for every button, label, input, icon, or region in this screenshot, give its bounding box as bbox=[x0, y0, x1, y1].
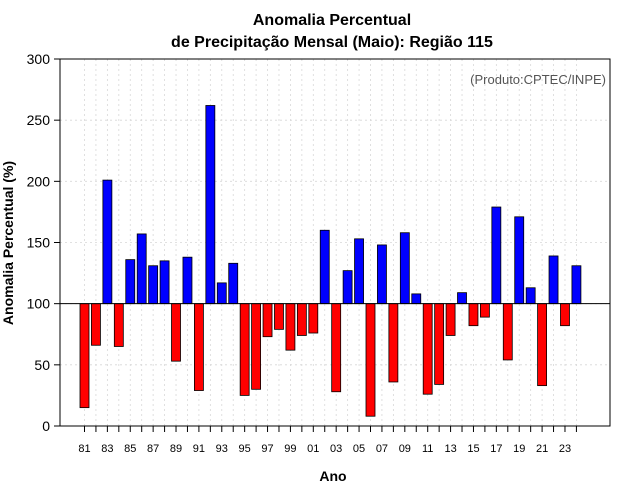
bar-2021 bbox=[537, 303, 547, 387]
chart-title-line1: Anomalia Percentual bbox=[253, 12, 411, 29]
bar-1994 bbox=[228, 262, 239, 305]
bar-2006 bbox=[365, 303, 376, 417]
bar-2000 bbox=[296, 303, 307, 336]
x-axis: 81 83 85 87 89 91 93 95 97 99 01 03 05 07 09 11 13 15 17 19… bbox=[78, 426, 577, 455]
x-tick-label: 01 bbox=[307, 443, 319, 455]
bar-1993 bbox=[216, 282, 227, 305]
bar-1996 bbox=[251, 303, 262, 390]
x-tick-label: 07 bbox=[376, 443, 388, 455]
x-tick-label: 89 bbox=[170, 443, 182, 455]
x-tick-label: 99 bbox=[284, 443, 296, 455]
bar-1992 bbox=[205, 105, 216, 305]
x-axis-label: Ano bbox=[319, 468, 346, 484]
bar-2002 bbox=[319, 229, 330, 305]
bar-1995 bbox=[239, 303, 250, 396]
bar-2017 bbox=[491, 206, 502, 305]
x-tick-label: 95 bbox=[239, 443, 251, 455]
bar-2001 bbox=[308, 303, 319, 334]
bar-1999 bbox=[285, 303, 296, 351]
bar-1983 bbox=[102, 179, 113, 305]
bar-2013 bbox=[445, 303, 456, 336]
y-tick-label: 300 bbox=[27, 51, 51, 67]
x-tick-label: 03 bbox=[330, 443, 342, 455]
x-tick-label: 05 bbox=[353, 443, 365, 455]
bar-2023 bbox=[560, 303, 570, 327]
bar-2024 bbox=[571, 265, 582, 305]
y-tick-label: 0 bbox=[42, 418, 50, 434]
y-tick-label: 200 bbox=[27, 173, 51, 189]
bar-1998 bbox=[274, 303, 284, 330]
x-tick-label: 97 bbox=[261, 443, 273, 455]
bar-1985 bbox=[125, 259, 136, 305]
x-tick-label: 11 bbox=[422, 443, 433, 455]
bar-1981 bbox=[79, 303, 90, 409]
bar-2012 bbox=[434, 303, 445, 385]
bar-2018 bbox=[502, 303, 513, 361]
bar-2022 bbox=[548, 255, 559, 305]
x-tick-label: 85 bbox=[124, 443, 136, 455]
x-tick-label: 17 bbox=[490, 443, 502, 455]
bar-1988 bbox=[159, 260, 170, 305]
bar-1984 bbox=[113, 303, 124, 347]
bar-1991 bbox=[193, 303, 204, 391]
bar-1997 bbox=[262, 303, 273, 338]
chart-title-line2: de Precipitação Mensal (Maio): Região 11… bbox=[171, 34, 493, 51]
bar-2005 bbox=[354, 238, 364, 305]
bars bbox=[79, 105, 582, 417]
bar-2015 bbox=[468, 303, 479, 327]
y-tick-label: 50 bbox=[34, 357, 50, 373]
credit-text: (Produto:CPTEC/INPE) bbox=[470, 72, 606, 87]
bar-1982 bbox=[91, 303, 101, 346]
x-tick-label: 81 bbox=[78, 443, 90, 455]
bar-2019 bbox=[514, 216, 525, 305]
x-tick-label: 13 bbox=[444, 443, 456, 455]
y-tick-label: 150 bbox=[27, 235, 51, 251]
bar-1990 bbox=[182, 256, 193, 305]
bar-2004 bbox=[342, 270, 353, 305]
y-tick-label: 250 bbox=[27, 112, 51, 128]
bar-1987 bbox=[148, 265, 159, 305]
bar-2010 bbox=[411, 293, 422, 305]
bar-2011 bbox=[422, 303, 433, 395]
bar-1986 bbox=[136, 233, 147, 305]
x-tick-label: 93 bbox=[216, 443, 228, 455]
x-tick-label: 83 bbox=[101, 443, 113, 455]
y-axis: 0 50 100 150 200 250 300 bbox=[27, 51, 60, 434]
bar-2003 bbox=[331, 303, 342, 393]
bar-2008 bbox=[388, 303, 399, 383]
bar-2009 bbox=[399, 232, 410, 305]
x-tick-label: 19 bbox=[513, 443, 525, 455]
x-tick-label: 15 bbox=[467, 443, 479, 455]
x-tick-label: 87 bbox=[147, 443, 159, 455]
x-tick-label: 91 bbox=[193, 443, 205, 455]
bar-2020 bbox=[525, 287, 536, 305]
bar-1989 bbox=[171, 303, 181, 362]
bar-2007 bbox=[377, 244, 387, 305]
x-tick-label: 23 bbox=[559, 443, 571, 455]
y-axis-label: Anomalia Percentual (%) bbox=[0, 161, 16, 325]
bar-2016 bbox=[479, 303, 490, 318]
x-tick-label: 21 bbox=[536, 443, 548, 455]
bar-2014 bbox=[457, 292, 467, 305]
y-tick-label: 100 bbox=[27, 296, 51, 312]
x-tick-label: 09 bbox=[399, 443, 411, 455]
